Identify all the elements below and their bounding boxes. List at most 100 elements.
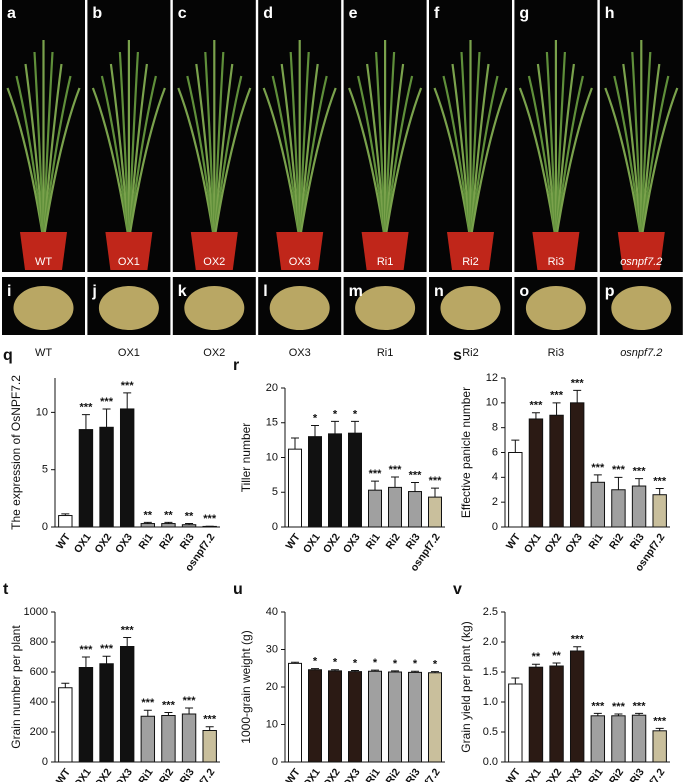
pot	[447, 232, 494, 270]
x-tick-label: OX2	[542, 766, 564, 782]
y-tick-label: 8	[492, 422, 498, 434]
grain-label: OX2	[203, 347, 225, 359]
significance-label: ***	[100, 643, 114, 655]
significance-label: *	[313, 412, 318, 424]
x-tick-label: OX1	[301, 766, 323, 782]
bar	[528, 666, 544, 763]
error-bar	[291, 661, 299, 664]
significance-label: ***	[162, 699, 176, 711]
significance-label: *	[413, 658, 418, 670]
panel-letter: j	[91, 283, 96, 300]
bar	[328, 670, 342, 763]
significance-label: ***	[633, 700, 647, 712]
x-tick-label: Ri3	[628, 531, 647, 551]
error-bar	[511, 439, 520, 453]
error-bar	[431, 671, 439, 673]
error-bar	[351, 420, 359, 434]
bar	[388, 671, 402, 763]
panel-letter: d	[263, 5, 273, 22]
bar	[631, 485, 647, 528]
x-tick-label: Ri1	[586, 531, 605, 551]
significance-label: ***	[633, 465, 647, 477]
y-tick-label: 6	[492, 446, 498, 458]
y-axis-label: Tiller number	[239, 423, 253, 493]
y-tick-label: 10	[486, 397, 498, 409]
significance-label: ***	[653, 715, 667, 727]
bar	[288, 448, 302, 528]
panel-letter: b	[92, 5, 102, 22]
bar	[368, 670, 382, 763]
pot	[361, 232, 409, 270]
grain-label: Ri1	[377, 347, 394, 359]
bar	[408, 671, 422, 763]
grain-pile	[13, 286, 74, 330]
error-bar	[593, 474, 602, 483]
bar	[181, 524, 197, 528]
x-tick-label: Ri3	[404, 766, 423, 782]
x-tick-label: Ri2	[607, 766, 626, 782]
panel-letter: l	[263, 283, 267, 300]
error-bar	[102, 408, 111, 428]
x-tick-label: Ri2	[384, 766, 403, 782]
y-tick-label: 40	[266, 606, 278, 618]
panel-letter: q	[3, 347, 13, 364]
y-tick-label: 1.0	[483, 696, 498, 708]
x-tick-label: Ri1	[586, 766, 605, 782]
error-bar	[81, 414, 90, 430]
error-bar	[552, 402, 561, 416]
x-tick-label: OX1	[522, 531, 544, 555]
significance-label: **	[164, 509, 173, 521]
x-tick-label: WT	[504, 531, 524, 552]
x-tick-label: WT	[54, 766, 74, 782]
bar	[78, 667, 94, 763]
bar	[428, 496, 442, 528]
y-tick-label: 20	[266, 382, 278, 394]
significance-label: ***	[121, 624, 135, 636]
plant-label: OX1	[118, 256, 140, 268]
error-bar	[552, 662, 561, 666]
bar	[58, 687, 73, 763]
significance-label: ***	[100, 396, 114, 408]
bar	[508, 452, 523, 528]
error-bar	[531, 412, 540, 419]
significance-label: *	[373, 657, 378, 669]
significance-label: ***	[141, 697, 155, 709]
panel-letter: k	[178, 283, 187, 300]
panel-letter: r	[233, 357, 239, 374]
error-bar	[511, 677, 520, 684]
bar	[99, 426, 114, 528]
x-tick-label: WT	[54, 531, 74, 552]
grain-pile	[355, 286, 416, 330]
grain-pile	[525, 286, 586, 330]
panel-letter: u	[233, 581, 243, 598]
panel-letter: t	[3, 581, 9, 598]
x-tick-label: OX1	[72, 531, 94, 555]
grain-label: Ri2	[462, 347, 479, 359]
significance-label: ***	[369, 468, 383, 480]
y-tick-label: 4	[492, 471, 498, 483]
bar	[99, 663, 114, 763]
panel-letter: g	[519, 5, 529, 22]
significance-label: ***	[121, 380, 135, 392]
pot	[105, 232, 153, 270]
bar	[590, 715, 606, 763]
grain-label: Ri3	[548, 347, 565, 359]
grain-label: WT	[35, 347, 52, 359]
x-tick-label: OX2	[92, 531, 114, 555]
x-tick-label: WT	[504, 766, 524, 782]
plant-label: WT	[35, 256, 52, 268]
grain-pile	[611, 286, 672, 330]
bar	[58, 515, 73, 528]
y-tick-label: 2	[492, 496, 498, 508]
y-tick-label: 600	[30, 666, 48, 678]
significance-label: ***	[80, 644, 94, 656]
y-tick-label: 200	[30, 726, 48, 738]
significance-label: *	[333, 657, 338, 669]
x-tick-label: OX3	[563, 766, 585, 782]
plant-leaf	[384, 87, 423, 241]
bar	[78, 429, 94, 528]
error-bar	[411, 670, 419, 673]
y-tick-label: 5	[42, 464, 48, 476]
plant-leaf	[554, 87, 593, 241]
y-tick-label: 0.5	[483, 726, 498, 738]
